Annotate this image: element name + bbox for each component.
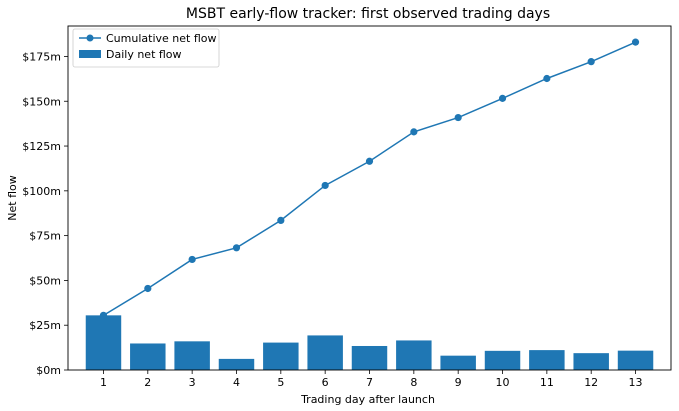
cumulative-point-day-5	[277, 216, 285, 224]
bar-day-3	[174, 341, 210, 370]
bar-day-4	[218, 358, 255, 370]
bar-day-8	[396, 340, 432, 370]
y-tick-label-25: $25m	[29, 319, 61, 332]
legend-label-daily: Daily net flow	[106, 48, 182, 61]
y-tick-label-175: $175m	[22, 50, 61, 63]
legend-box	[72, 28, 220, 68]
cumulative-point-day-13	[631, 38, 640, 46]
x-tick-label-7: 7	[366, 376, 373, 389]
bar-day-1	[85, 315, 122, 370]
x-tick-label-12: 12	[584, 376, 598, 389]
chart-title: MSBT early-flow tracker: first observed …	[186, 6, 550, 22]
cumulative-point-day-7	[365, 157, 374, 165]
cumulative-point-day-2	[144, 284, 152, 293]
bar-day-5	[263, 342, 299, 370]
bar-day-9	[440, 355, 476, 370]
y-tick-label-0: $0m	[36, 364, 61, 377]
x-tick-label-3: 3	[189, 376, 196, 389]
bar-day-2	[130, 343, 166, 370]
legend-bar-swatch	[79, 50, 101, 58]
cumulative-point-day-4	[232, 244, 241, 252]
cumulative-point-day-9	[454, 113, 462, 122]
legend: Cumulative net flow Daily net flow	[72, 28, 220, 68]
bar-day-12	[573, 353, 609, 370]
cumulative-point-day-1	[99, 311, 108, 319]
x-tick-label-4: 4	[233, 376, 240, 389]
bar-day-7	[351, 345, 388, 370]
bar-day-13	[617, 350, 654, 370]
bar-day-11	[529, 350, 565, 370]
cumulative-point-day-10	[498, 94, 507, 102]
x-tick-label-1: 1	[100, 376, 107, 389]
bar-day-6	[307, 335, 343, 370]
legend-label-cumulative: Cumulative net flow	[106, 32, 216, 45]
y-tick-label-125: $125m	[22, 140, 61, 153]
cumulative-point-day-8	[410, 128, 418, 136]
cumulative-point-day-6	[321, 181, 329, 190]
x-tick-label-9: 9	[455, 376, 462, 389]
x-tick-label-5: 5	[277, 376, 284, 389]
bars-layer	[85, 315, 654, 370]
y-axis: $0m $25m $50m $75m $100m $125m $150m $175m	[22, 50, 68, 377]
x-tick-label-11: 11	[540, 376, 554, 389]
plot-frame	[67, 25, 672, 371]
line-layer	[99, 38, 640, 319]
x-axis-label: Trading day after launch	[300, 393, 435, 406]
cumulative-point-day-3	[188, 255, 196, 264]
y-tick-label-50: $50m	[29, 274, 61, 287]
x-tick-label-2: 2	[144, 376, 151, 389]
cumulative-point-day-12	[587, 58, 595, 66]
legend-marker-swatch	[86, 34, 94, 42]
y-tick-label-75: $75m	[29, 230, 61, 243]
x-tick-label-13: 13	[629, 376, 643, 389]
cumulative-line	[103, 41, 636, 316]
y-tick-label-100: $100m	[22, 185, 61, 198]
y-axis-label: Net flow	[6, 175, 19, 220]
y-tick-label-150: $150m	[22, 95, 61, 108]
x-tick-label-6: 6	[322, 376, 329, 389]
x-axis: 1 2 3 4 5 6 7 8 9 10 11 12 13	[100, 370, 643, 389]
x-tick-label-10: 10	[496, 376, 510, 389]
bar-day-10	[484, 350, 521, 370]
x-tick-label-8: 8	[410, 376, 417, 389]
cumulative-point-day-11	[543, 74, 551, 83]
